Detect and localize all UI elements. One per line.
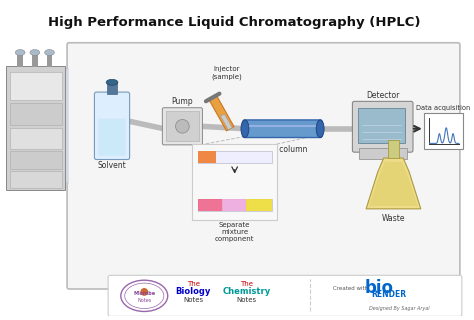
Bar	[388, 140, 399, 158]
FancyBboxPatch shape	[166, 111, 199, 141]
FancyBboxPatch shape	[198, 151, 216, 164]
Ellipse shape	[15, 50, 25, 55]
Text: Biology: Biology	[175, 287, 211, 296]
FancyBboxPatch shape	[10, 72, 62, 100]
FancyBboxPatch shape	[10, 151, 62, 169]
Bar	[107, 82, 117, 94]
FancyBboxPatch shape	[246, 199, 272, 211]
Text: High Performance Liquid Chromatography (HPLC): High Performance Liquid Chromatography (…	[48, 16, 420, 29]
FancyBboxPatch shape	[10, 128, 62, 149]
FancyBboxPatch shape	[192, 144, 277, 220]
Text: bio: bio	[365, 279, 393, 297]
Text: HPLC column: HPLC column	[257, 145, 308, 154]
Ellipse shape	[106, 79, 118, 85]
FancyBboxPatch shape	[198, 151, 272, 164]
Polygon shape	[209, 95, 234, 131]
Text: Data acquisition: Data acquisition	[416, 105, 470, 111]
FancyBboxPatch shape	[352, 101, 413, 152]
Bar	[32, 52, 38, 67]
Text: The: The	[187, 281, 200, 287]
FancyBboxPatch shape	[358, 108, 405, 143]
Text: Designed By Sagar Aryal: Designed By Sagar Aryal	[369, 306, 429, 311]
Text: Separate
mixture
component: Separate mixture component	[215, 221, 255, 242]
FancyBboxPatch shape	[222, 199, 247, 211]
Polygon shape	[369, 162, 418, 206]
Text: Pump: Pump	[172, 97, 193, 106]
Polygon shape	[20, 67, 69, 184]
Text: Microbe: Microbe	[133, 292, 155, 296]
FancyBboxPatch shape	[198, 199, 223, 211]
Ellipse shape	[45, 50, 55, 55]
Ellipse shape	[121, 280, 168, 311]
Text: Notes: Notes	[237, 297, 257, 303]
FancyBboxPatch shape	[98, 119, 126, 156]
FancyBboxPatch shape	[424, 113, 463, 149]
Text: Waste: Waste	[382, 214, 405, 223]
FancyBboxPatch shape	[359, 148, 407, 158]
Text: Detector: Detector	[366, 92, 400, 100]
FancyBboxPatch shape	[243, 120, 322, 138]
FancyBboxPatch shape	[94, 92, 129, 159]
FancyBboxPatch shape	[7, 66, 65, 190]
Circle shape	[140, 288, 148, 296]
Circle shape	[175, 119, 189, 133]
Polygon shape	[220, 114, 232, 130]
FancyBboxPatch shape	[108, 275, 462, 316]
Ellipse shape	[125, 283, 164, 308]
Text: Solvent: Solvent	[98, 162, 127, 171]
Text: Notes: Notes	[183, 297, 203, 303]
FancyBboxPatch shape	[10, 171, 62, 188]
Text: The: The	[240, 281, 254, 287]
Ellipse shape	[30, 50, 40, 55]
Text: Notes: Notes	[137, 298, 151, 303]
FancyBboxPatch shape	[67, 43, 460, 289]
Ellipse shape	[316, 120, 324, 138]
Bar	[17, 52, 23, 67]
Text: RENDER: RENDER	[371, 290, 406, 299]
FancyBboxPatch shape	[163, 108, 202, 145]
Bar	[46, 52, 53, 67]
Text: Injector
(sample): Injector (sample)	[211, 66, 242, 80]
Polygon shape	[366, 158, 421, 209]
FancyBboxPatch shape	[10, 103, 62, 125]
Ellipse shape	[241, 120, 249, 138]
FancyBboxPatch shape	[198, 199, 272, 211]
Text: Created with: Created with	[333, 286, 368, 292]
Text: Chemistry: Chemistry	[223, 287, 271, 296]
